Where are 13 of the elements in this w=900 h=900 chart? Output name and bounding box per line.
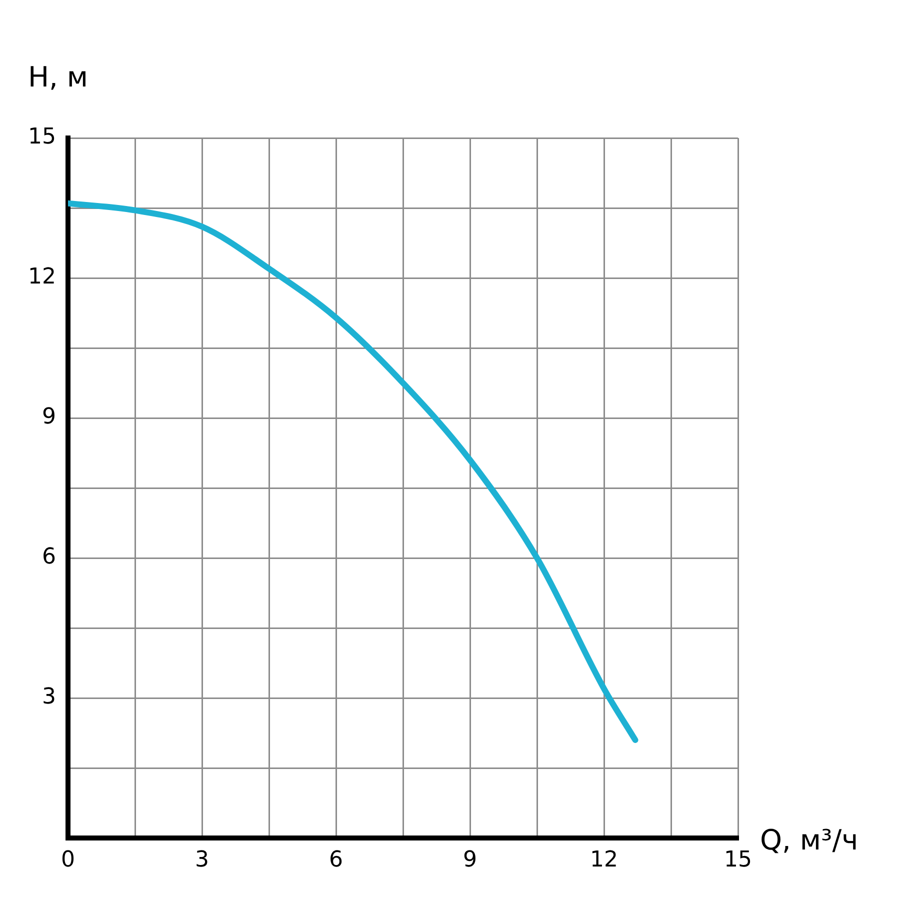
x-tick-label: 6 (329, 848, 343, 873)
x-tick-label: 15 (724, 848, 752, 873)
y-tick-label: 15 (28, 124, 56, 150)
x-tick-label: 3 (195, 848, 209, 873)
y-tick-label: 12 (28, 264, 56, 290)
y-tick-label: 9 (42, 404, 56, 430)
x-axis-title: Q, м³/ч (760, 823, 858, 856)
x-tick-label: 12 (590, 848, 618, 873)
y-tick-label: 3 (42, 684, 56, 710)
x-tick-label: 9 (463, 848, 477, 873)
y-tick-label: 6 (42, 544, 56, 570)
x-tick-label: 0 (61, 848, 75, 873)
y-axis-title: H, м (28, 60, 88, 94)
